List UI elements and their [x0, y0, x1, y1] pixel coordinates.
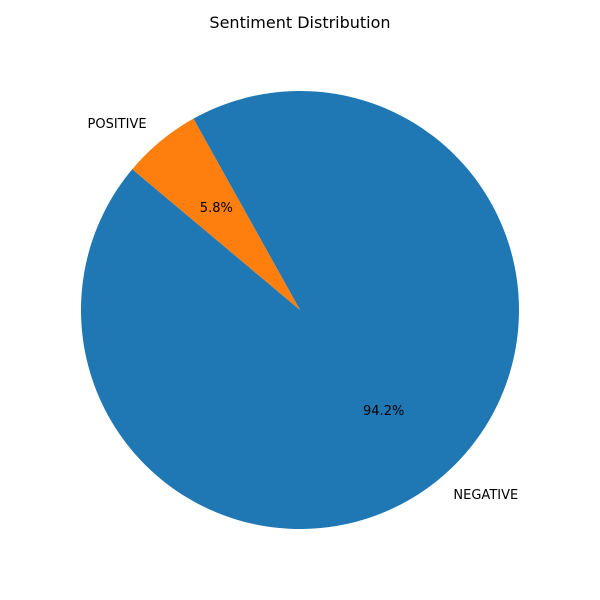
pie-slice-positive: [132, 118, 300, 310]
chart-title: Sentiment Distribution: [209, 13, 390, 32]
slice-label-negative: NEGATIVE: [453, 488, 518, 503]
pie-slice-negative: [80, 91, 519, 529]
slice-percent-positive: 5.8%: [200, 201, 233, 216]
pie-slices: [80, 91, 519, 529]
slice-percent-negative: 94.2%: [363, 404, 404, 419]
pie-labels: NEGATIVE 94.2% POSITIVE 5.8%: [88, 117, 519, 503]
slice-label-positive: POSITIVE: [88, 117, 147, 132]
